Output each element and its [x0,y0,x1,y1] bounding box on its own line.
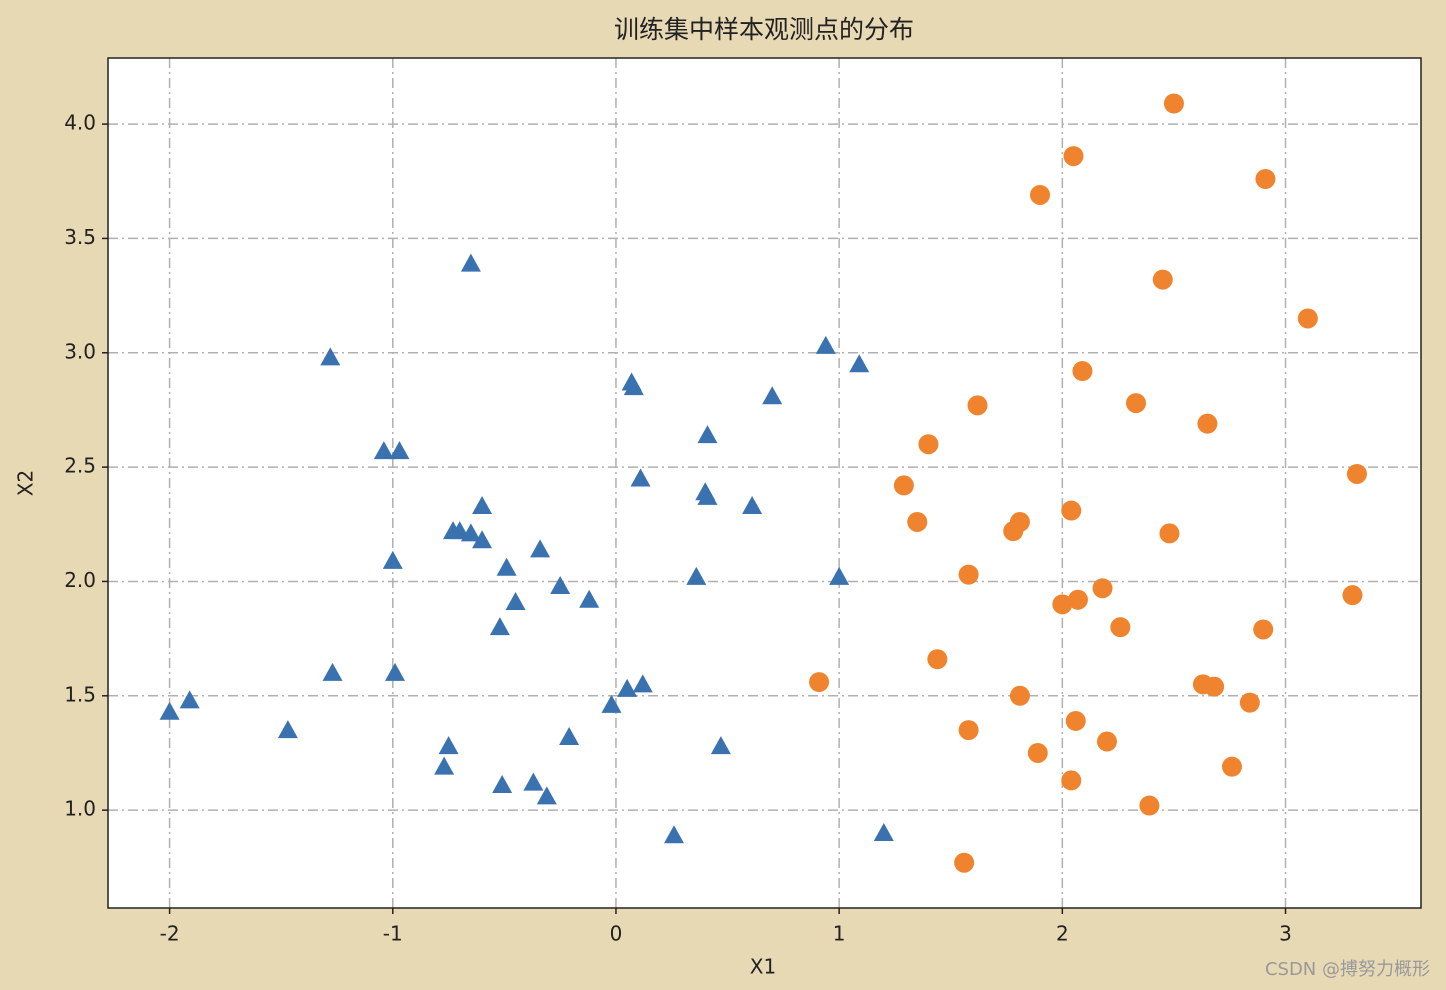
circle-point [1255,168,1276,189]
circle-point [1239,692,1260,713]
circle-point [1065,710,1086,731]
y-tick-label: 2.5 [64,454,96,478]
triangle-point [663,825,684,844]
triangle-point [492,774,513,793]
circle-point [1052,594,1073,615]
triangle-point [460,253,481,272]
circle-point [1009,685,1030,706]
triangle-point [382,550,403,569]
circle-point [1346,463,1367,484]
triangle-point [742,495,763,514]
triangle-point [159,701,180,720]
circle-point [1030,184,1051,205]
triangle-point [829,566,850,585]
y-axis-label: X2 [14,470,38,496]
circle-point [1061,770,1082,791]
circle-point [1110,617,1131,638]
circle-point [927,649,948,670]
triangle-point [322,662,343,681]
triangle-point [710,736,731,755]
triangle-point [373,441,394,460]
circle-point [1342,585,1363,606]
circle-point [809,672,830,693]
circle-point [1152,269,1173,290]
circle-point [1072,361,1093,382]
circle-point [958,720,979,741]
circle-point [1009,511,1030,532]
triangle-point [686,566,707,585]
circle-point [1159,523,1180,544]
triangle-point [472,530,493,549]
x-tick-label: 3 [1279,922,1292,946]
circle-point [1027,742,1048,763]
x-tick-label: 1 [833,922,846,946]
y-tick-label: 3.5 [64,225,96,249]
triangle-point [434,756,455,775]
circle-point [958,564,979,585]
circle-point [893,475,914,496]
plot-area [108,58,1421,908]
triangle-point [559,726,580,745]
triangle-point [579,589,600,608]
triangle-point [438,736,459,755]
triangle-point [472,495,493,514]
triangle-point [632,674,653,693]
triangle-point [496,557,517,576]
circle-point [1063,146,1084,167]
triangle-point [460,523,481,542]
y-tick-label: 3.0 [64,339,96,363]
circle-point [1096,731,1117,752]
circle-point [1061,500,1082,521]
x-tick-label: 2 [1056,922,1069,946]
circle-point [907,511,928,532]
circle-point [1092,578,1113,599]
triangle-point [389,441,410,460]
circle-point [954,852,975,873]
circle-point [1204,676,1225,697]
y-tick-label: 2.0 [64,568,96,592]
triangle-point [697,486,718,505]
triangle-point [550,576,571,595]
triangle-point [762,386,783,405]
x-tick-label: -2 [160,922,180,946]
triangle-point [623,377,644,396]
circle-point [1067,589,1088,610]
circle-point [1297,308,1318,329]
y-tick-label: 4.0 [64,111,96,135]
axes-frame [107,57,1422,909]
watermark: CSDN @搏努力概形 [1265,959,1430,980]
triangle-point [536,786,557,805]
circle-point [1139,795,1160,816]
chart-title: 训练集中样本观测点的分布 [614,15,914,44]
triangle-point [530,539,551,558]
triangle-point [385,662,406,681]
triangle-point [697,425,718,444]
triangle-point [873,822,894,841]
circle-point [1163,93,1184,114]
x-axis-label: X1 [750,955,776,979]
y-tick-label: 1.5 [64,682,96,706]
circle-point [1197,413,1218,434]
circle-point [1125,393,1146,414]
triangle-point [815,335,836,354]
triangle-point [630,468,651,487]
triangle-point [320,347,341,366]
triangle-point [489,617,510,636]
y-tick-label: 1.0 [64,797,96,821]
circle-point [918,434,939,455]
circle-point [967,395,988,416]
triangle-point [179,690,200,709]
triangle-point [277,720,298,739]
triangle-point [617,678,638,697]
x-tick-label: -1 [383,922,403,946]
x-tick-label: 0 [610,922,623,946]
triangle-point [601,694,622,713]
circle-point [1253,619,1274,640]
triangle-point [505,592,526,611]
circle-point [1221,756,1242,777]
triangle-point [523,772,544,791]
triangle-point [849,354,870,373]
